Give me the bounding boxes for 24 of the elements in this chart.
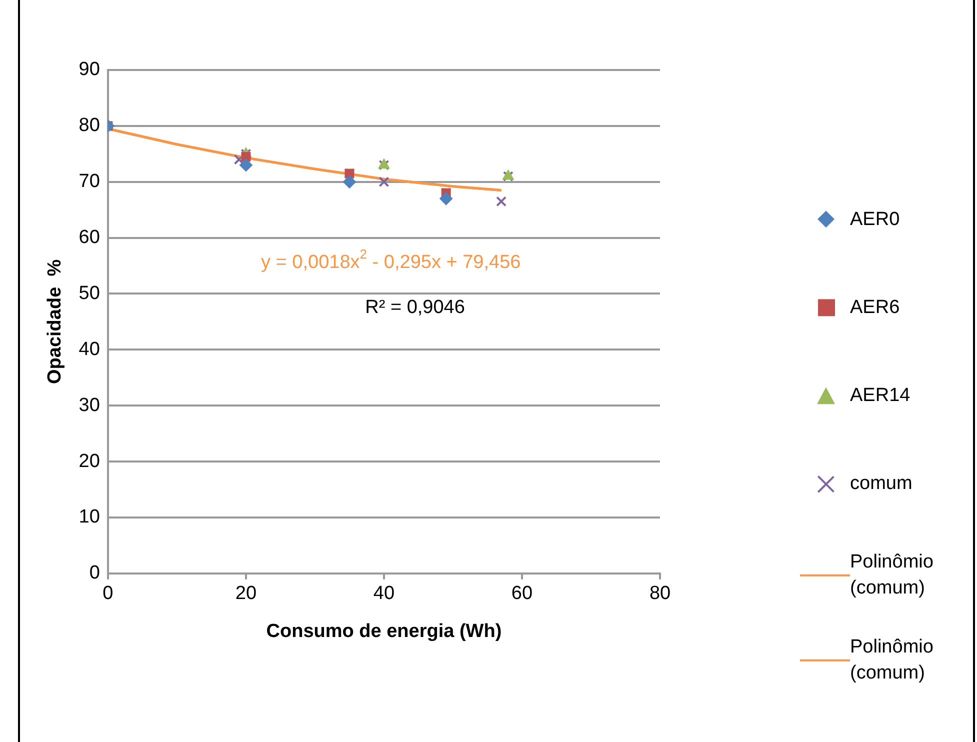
y-tick-label: 40 (78, 338, 100, 360)
y-tick-label: 90 (78, 59, 100, 80)
legend-label: comum (850, 472, 914, 496)
legend-label: AER14 (850, 384, 912, 408)
legend-label: Polinômio (comum) (850, 635, 934, 685)
legend-label: AER6 (850, 296, 901, 320)
y-axis-title: Opacidade % (44, 259, 66, 384)
x-tick-label: 80 (649, 583, 671, 604)
y-tick-label: 60 (78, 227, 100, 248)
y-tick-label: 30 (78, 394, 100, 416)
y-tick-label: 50 (78, 282, 100, 304)
x-tick-label: 60 (511, 583, 533, 604)
y-tick-label: 80 (78, 115, 100, 136)
annotation: R² = 0,9046 (365, 296, 465, 318)
y-tick-label: 0 (89, 562, 100, 584)
x-tick-label: 0 (102, 583, 114, 604)
x-axis-title: Consumo de energia (Wh) (266, 620, 502, 642)
x-tick-label: 40 (373, 583, 395, 604)
y-tick-label: 20 (78, 450, 100, 472)
legend-label: Polinômio (comum) (850, 550, 934, 600)
legend-label: AER0 (850, 208, 901, 232)
y-tick-label: 10 (78, 506, 100, 528)
x-tick-label: 20 (235, 583, 257, 604)
y-tick-label: 70 (78, 171, 100, 192)
